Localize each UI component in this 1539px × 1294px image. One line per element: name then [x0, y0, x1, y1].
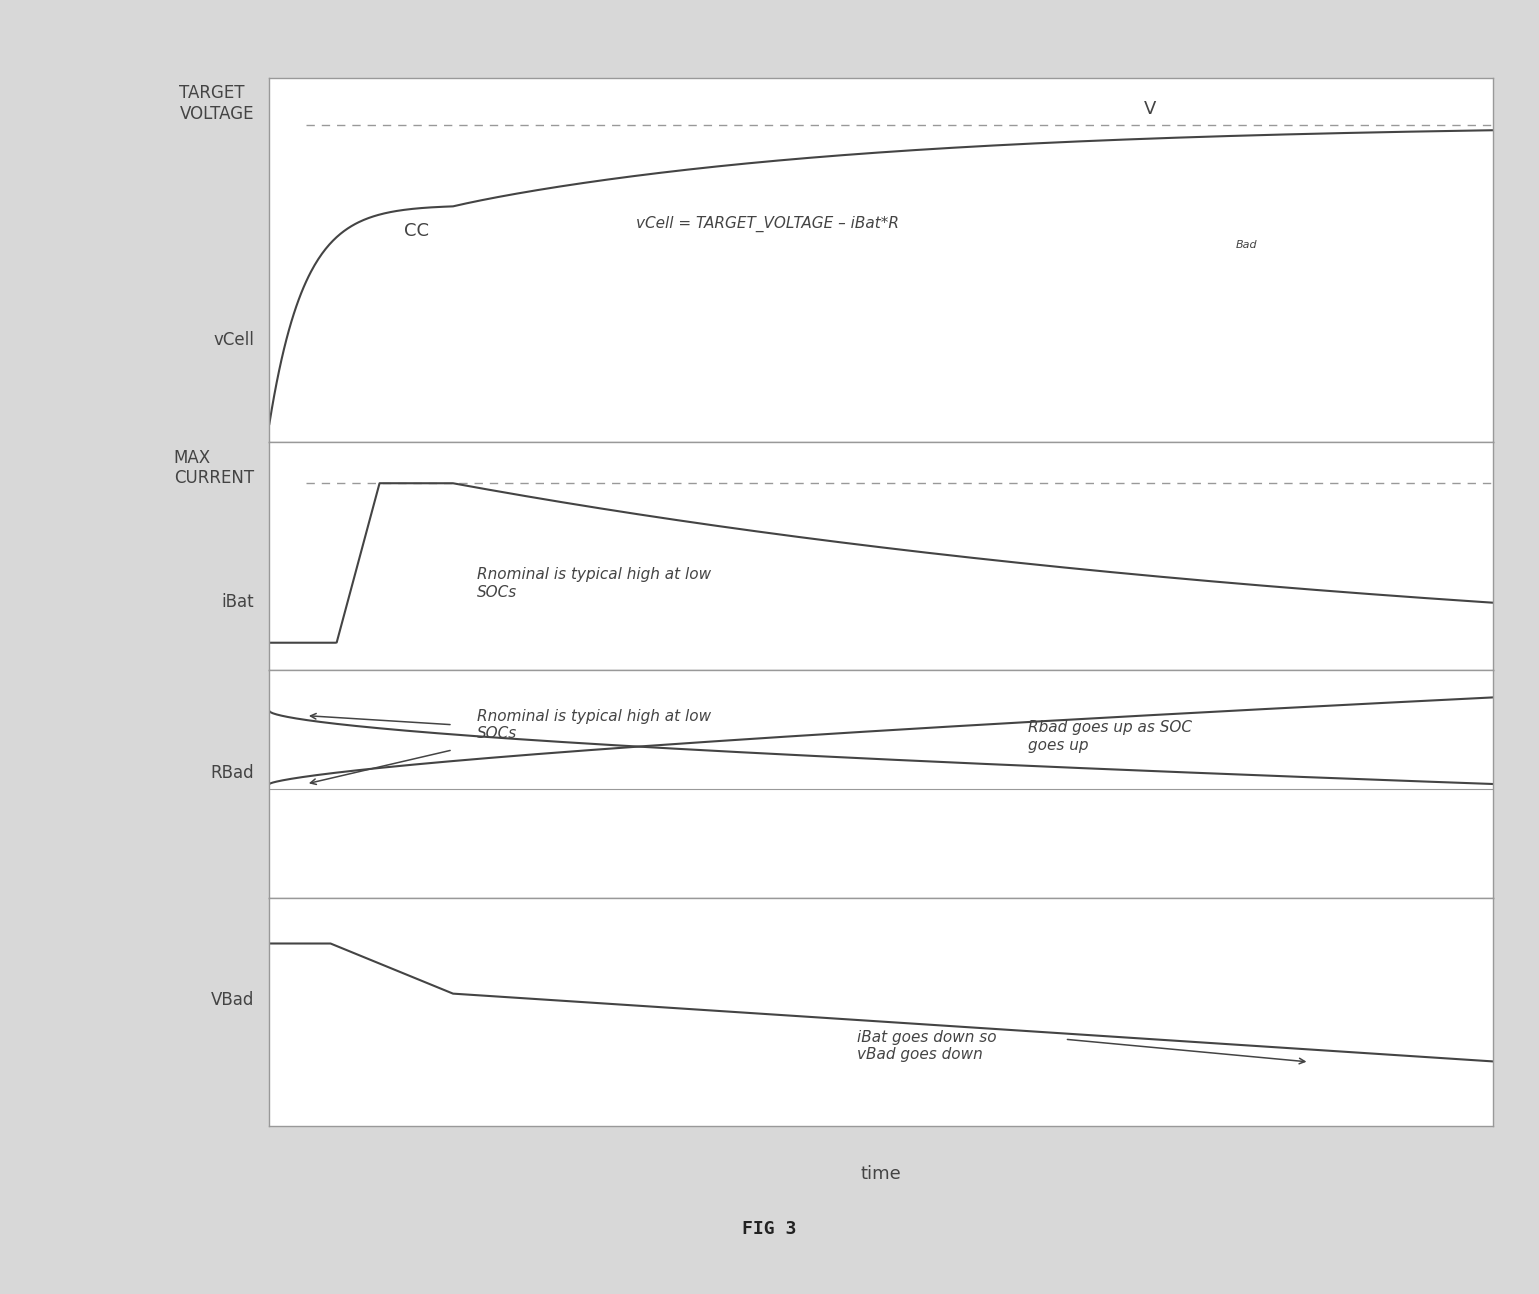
- Text: CC: CC: [403, 221, 429, 239]
- Text: Rbad goes up as SOC
goes up: Rbad goes up as SOC goes up: [1028, 721, 1191, 753]
- Text: time: time: [860, 1165, 902, 1183]
- Text: RBad: RBad: [211, 763, 254, 782]
- Text: Rnominal is typical high at low
SOCs: Rnominal is typical high at low SOCs: [477, 709, 711, 741]
- Text: FIG 3: FIG 3: [742, 1220, 797, 1238]
- Text: TARGET
VOLTAGE: TARGET VOLTAGE: [180, 84, 254, 123]
- Text: Rnominal is typical high at low
SOCs: Rnominal is typical high at low SOCs: [477, 567, 711, 599]
- Text: iBat goes down so
vBad goes down: iBat goes down so vBad goes down: [857, 1030, 996, 1062]
- Text: vCell = TARGET_VOLTAGE – iBat*R: vCell = TARGET_VOLTAGE – iBat*R: [637, 215, 899, 232]
- Text: iBat: iBat: [222, 593, 254, 611]
- Text: vCell: vCell: [212, 331, 254, 349]
- Text: Bad: Bad: [1236, 239, 1257, 250]
- Text: V: V: [1143, 100, 1156, 118]
- Text: MAX
CURRENT: MAX CURRENT: [174, 449, 254, 488]
- Text: VBad: VBad: [211, 991, 254, 1009]
